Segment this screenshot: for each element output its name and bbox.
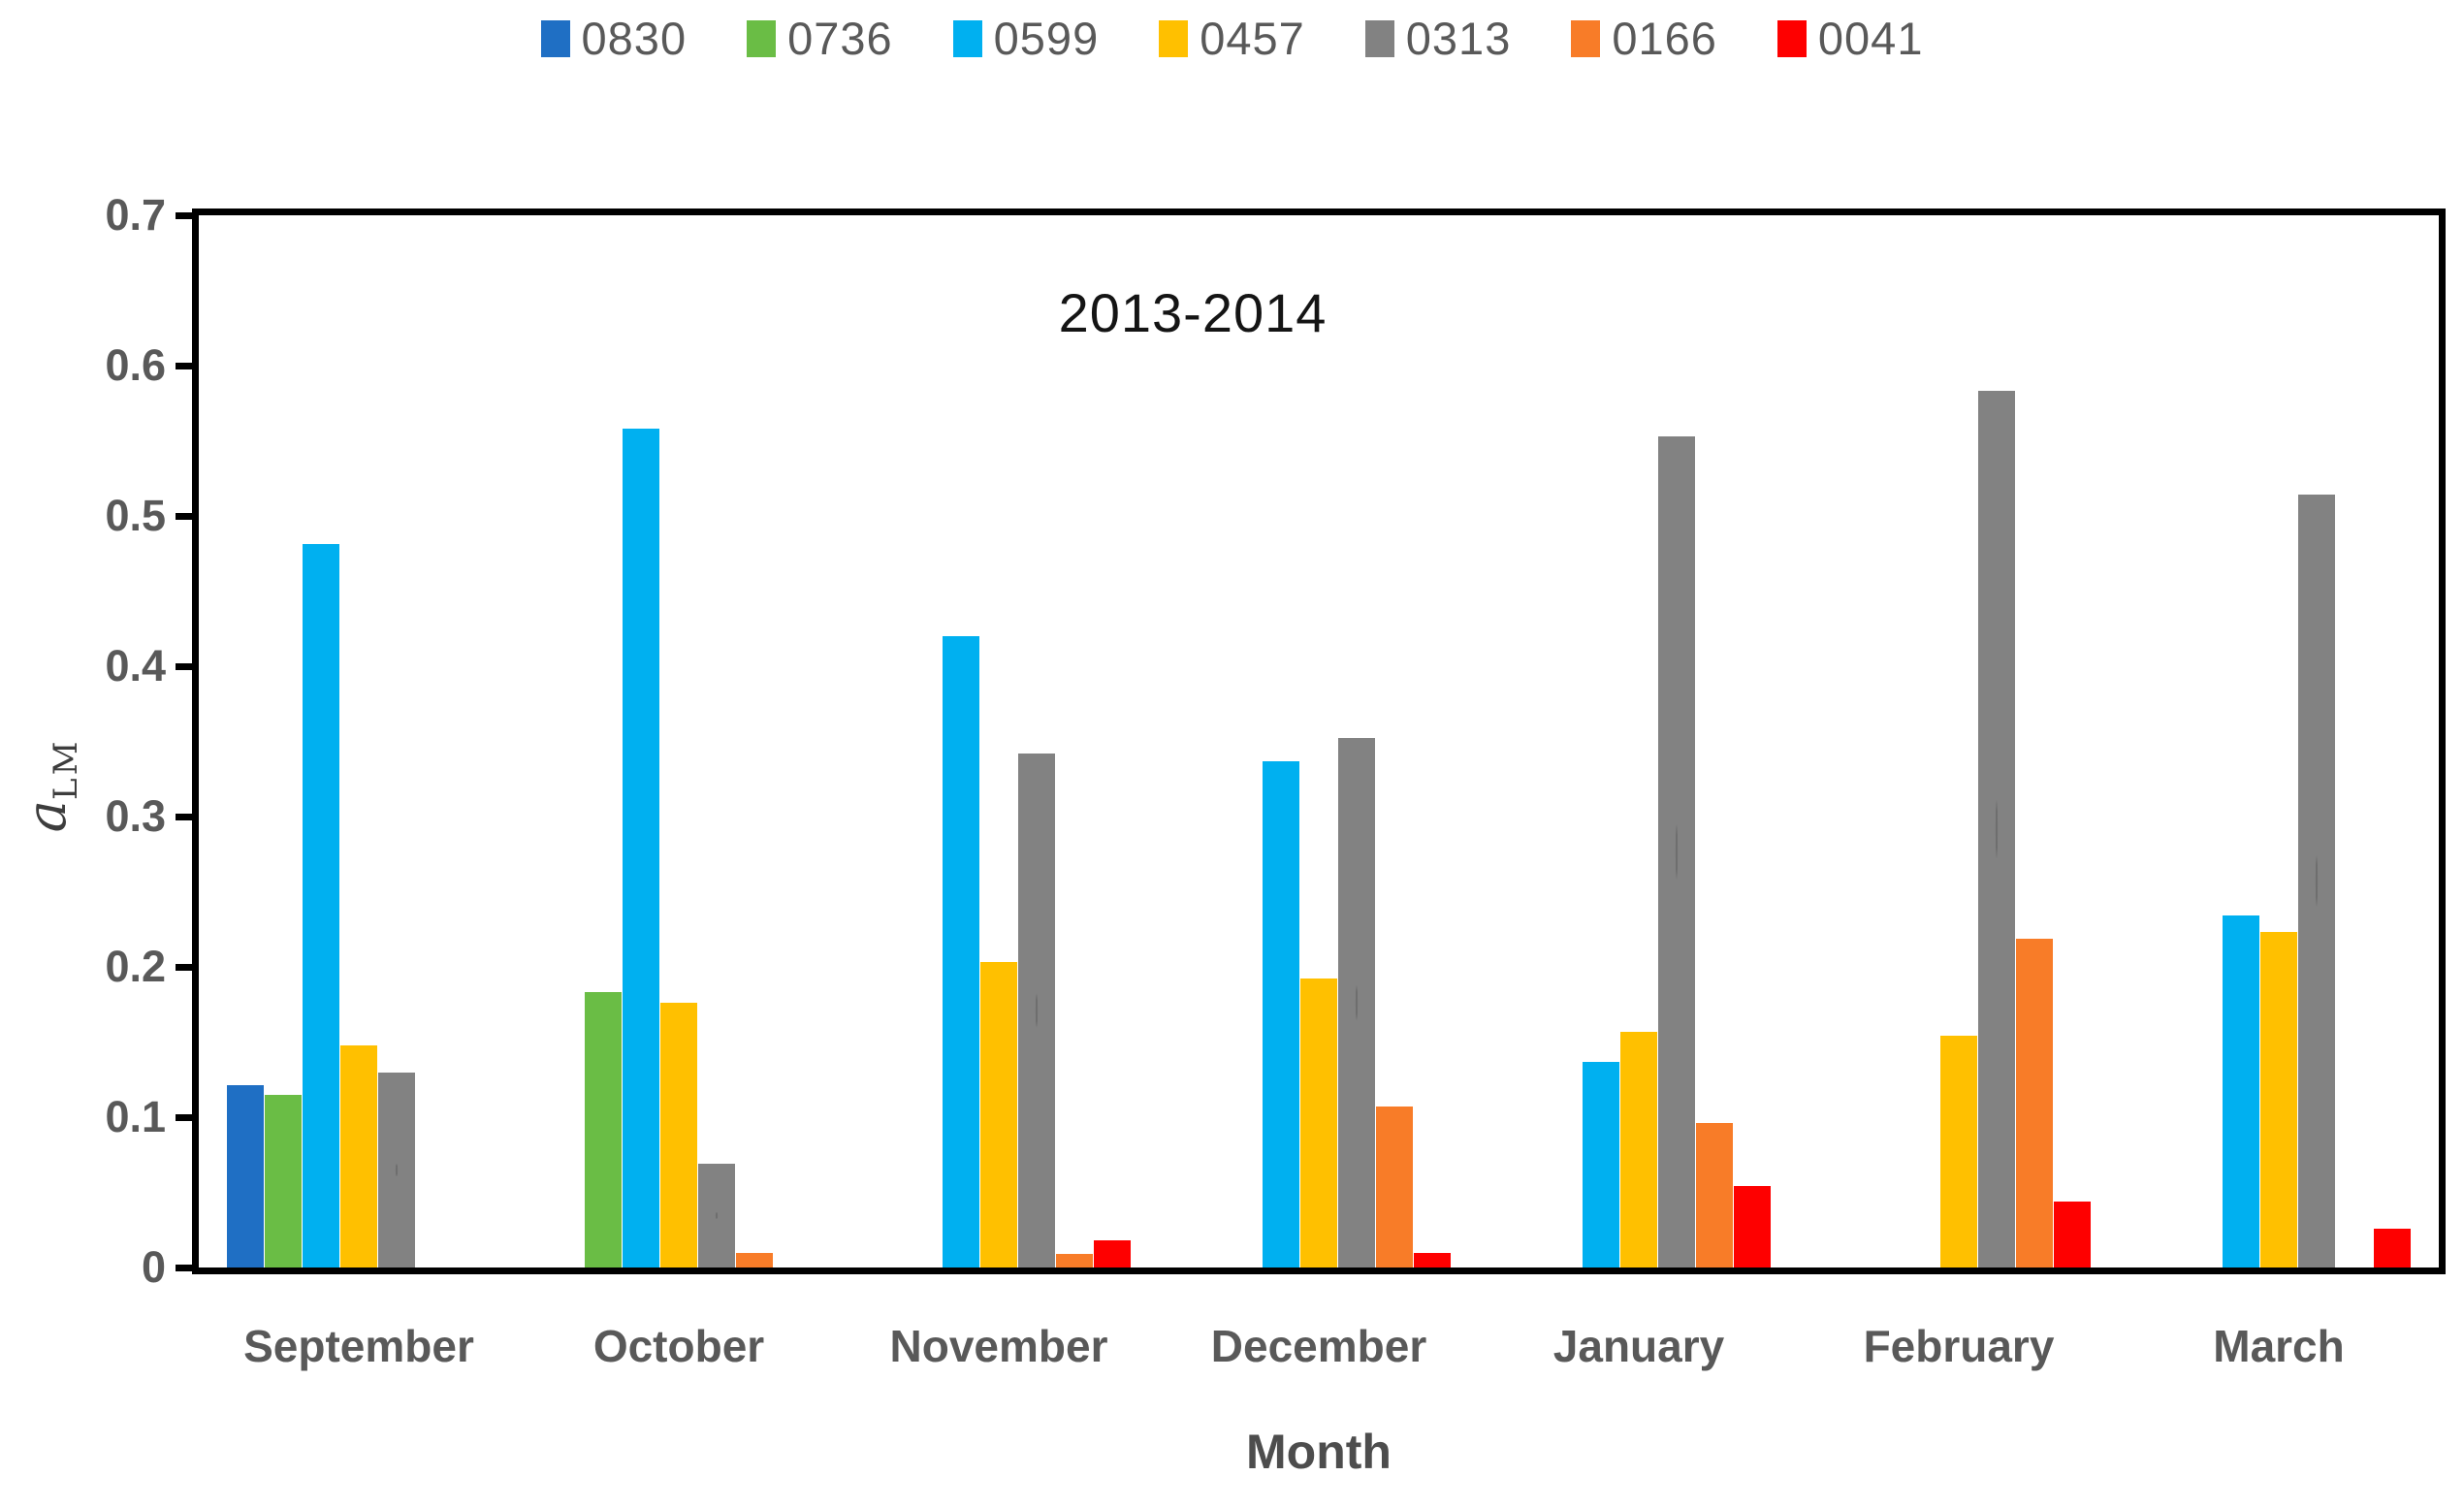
bar-0457-october (659, 1003, 697, 1267)
bar-0313-october (697, 1164, 735, 1267)
y-tick-mark (176, 813, 199, 820)
y-tick-label: 0.3 (105, 791, 166, 841)
legend-item-0313[interactable]: 0313 (1364, 12, 1512, 65)
legend-item-0457[interactable]: 0457 (1159, 12, 1305, 65)
bar-0736-september (264, 1094, 302, 1267)
y-tick-label: 0.6 (105, 340, 166, 390)
y-tick-mark (176, 211, 199, 219)
legend-item-0041[interactable]: 0041 (1776, 12, 1924, 65)
legend-item-0599[interactable]: 0599 (952, 12, 1100, 65)
legend-label: 0599 (993, 13, 1100, 64)
y-tick-label: 0.4 (105, 641, 166, 690)
bar-0457-september (339, 1044, 377, 1267)
x-tick-label-february: February (1863, 1321, 2055, 1371)
x-tick-label-november: November (889, 1321, 1108, 1371)
bar-0041-november (1093, 1240, 1131, 1267)
legend-item-0166[interactable]: 0166 (1571, 12, 1717, 65)
x-tick-label-january: January (1552, 1321, 1725, 1371)
bar-0830-september (226, 1085, 264, 1267)
legend-item-0830[interactable]: 0830 (540, 12, 688, 65)
bar-0166-october (735, 1252, 773, 1267)
y-tick-mark (176, 662, 199, 670)
bar-0313-november (1017, 753, 1055, 1267)
bar-0313-march (2297, 495, 2335, 1267)
legend-swatch-0041 (1776, 19, 1807, 57)
legend-swatch-0599 (952, 19, 982, 57)
x-axis-title: Month (1246, 1425, 1392, 1479)
x-tick-label-september: September (243, 1321, 474, 1371)
bar-0313-february (1977, 391, 2015, 1267)
legend-item-0736[interactable]: 0736 (747, 12, 893, 65)
bar-0599-march (2222, 915, 2259, 1267)
y-tick-label: 0.5 (105, 491, 166, 540)
chart-legend: 0830 0736 0599 0457 0313 0166 0041 (0, 12, 2464, 65)
bar-0313-january (1657, 435, 1695, 1267)
bar-0041-march (2373, 1228, 2411, 1267)
y-tick-label: 0.1 (105, 1092, 166, 1141)
bar-0313-december (1337, 738, 1375, 1267)
bar-0457-january (1619, 1031, 1657, 1267)
y-tick-label: 0 (141, 1242, 166, 1292)
bar-0313-september (377, 1072, 415, 1267)
bar-0599-january (1582, 1061, 1619, 1267)
bar-0457-november (979, 962, 1017, 1267)
legend-label: 0166 (1612, 13, 1717, 64)
bar-0041-december (1413, 1252, 1451, 1267)
y-tick-label: 0.7 (105, 190, 166, 240)
bar-0736-october (584, 992, 622, 1267)
bar-0166-february (2015, 938, 2053, 1267)
bar-0457-december (1299, 979, 1337, 1267)
bar-0166-december (1375, 1107, 1413, 1267)
bar-0166-november (1055, 1254, 1093, 1267)
x-tick-label-march: March (2213, 1321, 2345, 1371)
chart-title: 2013-2014 (1058, 282, 1328, 343)
legend-swatch-0830 (540, 19, 570, 57)
bar-0599-december (1262, 760, 1299, 1267)
legend-label: 0313 (1405, 13, 1512, 64)
bar-0457-march (2259, 932, 2297, 1267)
legend-swatch-0457 (1159, 19, 1189, 57)
legend-swatch-0313 (1364, 19, 1394, 57)
x-tick-label-october: October (592, 1321, 765, 1371)
legend-swatch-0166 (1571, 19, 1601, 57)
bar-0457-february (1939, 1036, 1977, 1267)
bar-0166-january (1695, 1123, 1733, 1267)
bars-layer (199, 215, 2439, 1267)
y-tick-mark (176, 963, 199, 971)
legend-label: 0736 (787, 13, 893, 64)
y-tick-mark (176, 1113, 199, 1121)
y-tick-mark (176, 362, 199, 369)
legend-swatch-0736 (747, 19, 777, 57)
plot-area (192, 209, 2446, 1274)
legend-label: 0041 (1817, 13, 1924, 64)
legend-label: 0830 (581, 13, 688, 64)
bar-0041-february (2053, 1201, 2091, 1267)
bar-0599-november (942, 636, 979, 1267)
y-tick-label: 0.2 (105, 942, 166, 991)
y-tick-mark (176, 1264, 199, 1271)
bar-0599-october (622, 429, 659, 1267)
y-tick-mark (176, 512, 199, 520)
legend-label: 0457 (1200, 13, 1305, 64)
bar-0041-january (1733, 1186, 1771, 1267)
x-tick-label-december: December (1210, 1321, 1427, 1371)
bar-0599-september (302, 544, 339, 1267)
